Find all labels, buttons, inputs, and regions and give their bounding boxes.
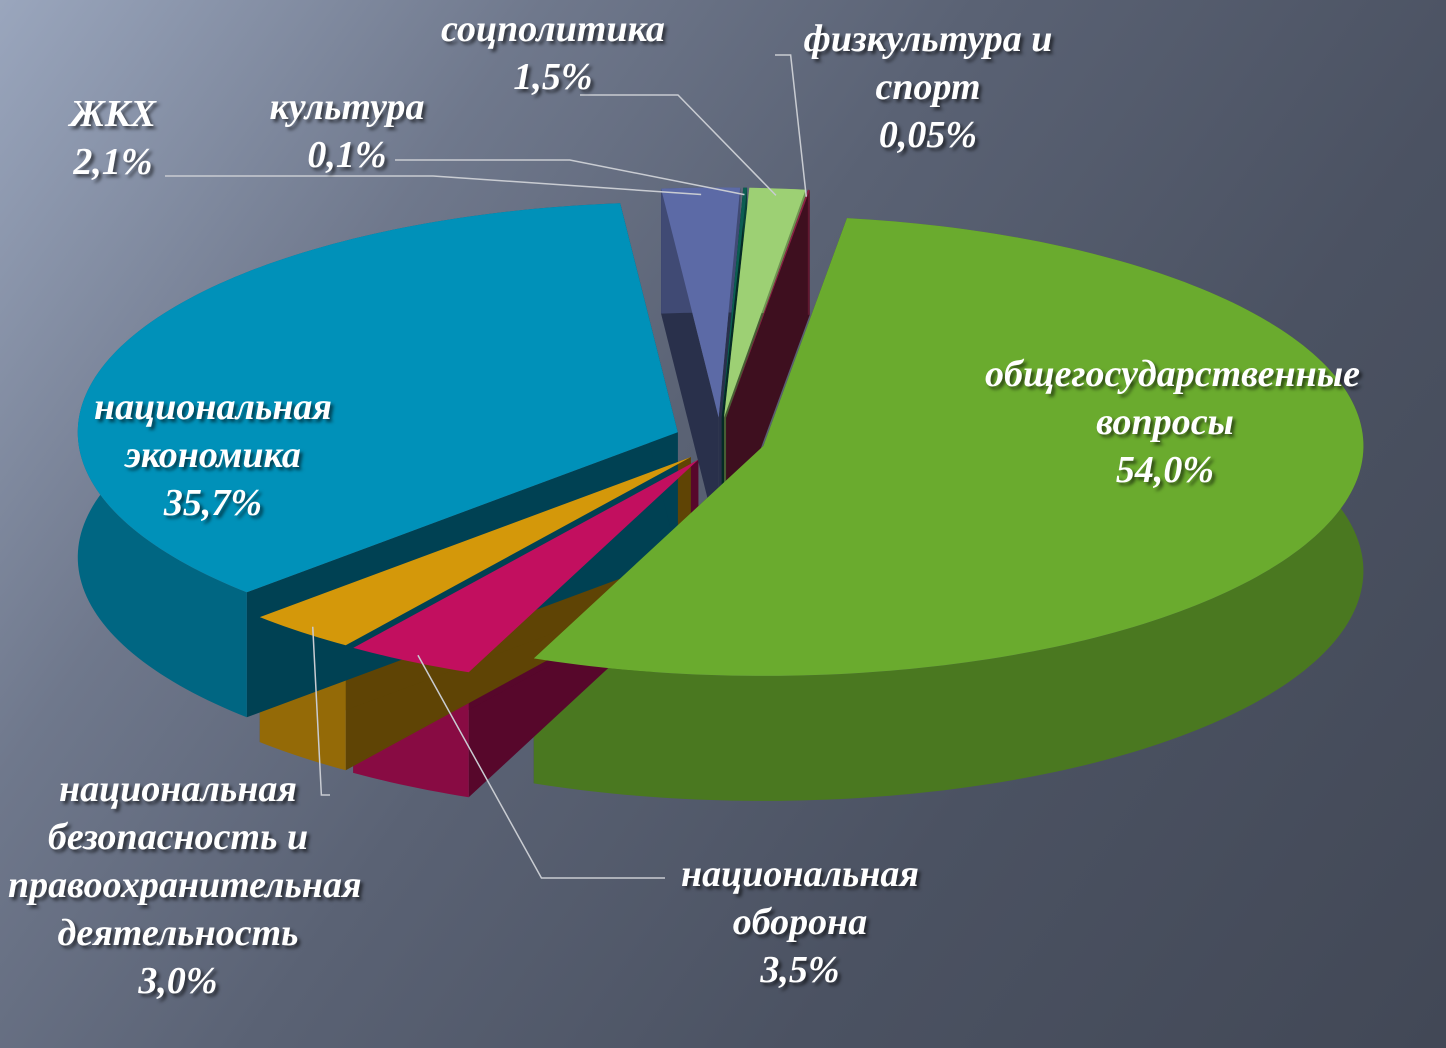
slice-wall — [807, 189, 810, 315]
slice-label: соцполитика 1,5% — [413, 5, 693, 101]
slice — [661, 187, 741, 418]
slice — [353, 459, 699, 673]
leader-line — [417, 654, 665, 879]
slice — [259, 457, 691, 646]
category-label: ЖКХ — [69, 93, 156, 135]
slice-label: физкультура и спорт 0,05% — [768, 15, 1088, 159]
slice — [726, 189, 810, 418]
category-label: национальная оборона — [680, 853, 919, 943]
slice — [77, 203, 678, 593]
value-label: 0,05% — [878, 114, 978, 156]
value-label: 54,0% — [1115, 449, 1215, 491]
category-label: национальная безопасность и правоохранит… — [8, 768, 362, 954]
slice-label: общегосударственные вопросы 54,0% — [985, 350, 1360, 494]
value-label: 3,0% — [138, 960, 218, 1002]
slice-side — [726, 189, 810, 543]
category-label: соцполитика — [441, 8, 665, 50]
leader-line — [165, 175, 702, 196]
value-label: 2,1% — [73, 141, 153, 183]
slice-label: национальная оборона 3,5% — [650, 850, 950, 994]
leader-line — [395, 159, 745, 196]
slice-label: культура 0,1% — [247, 83, 447, 179]
value-label: 35,7% — [163, 482, 263, 524]
category-label: национальная экономика — [93, 386, 332, 476]
slice — [721, 187, 748, 418]
category-label: общегосударственные вопросы — [985, 353, 1360, 443]
category-label: физкультура и спорт — [803, 18, 1053, 108]
slice-label: ЖКХ 2,1% — [43, 90, 183, 186]
category-label: культура — [269, 86, 425, 128]
value-label: 1,5% — [513, 56, 593, 98]
leader-line — [775, 54, 808, 197]
tops — [77, 187, 1364, 676]
slice — [533, 218, 1364, 676]
leader-line — [311, 626, 330, 796]
value-label: 3,5% — [760, 949, 840, 991]
slice-label: национальная экономика 35,7% — [63, 383, 363, 527]
value-label: 0,1% — [307, 134, 387, 176]
slice — [724, 187, 806, 418]
slice-label: национальная безопасность и правоохранит… — [8, 765, 362, 1005]
leader-line — [580, 94, 777, 196]
